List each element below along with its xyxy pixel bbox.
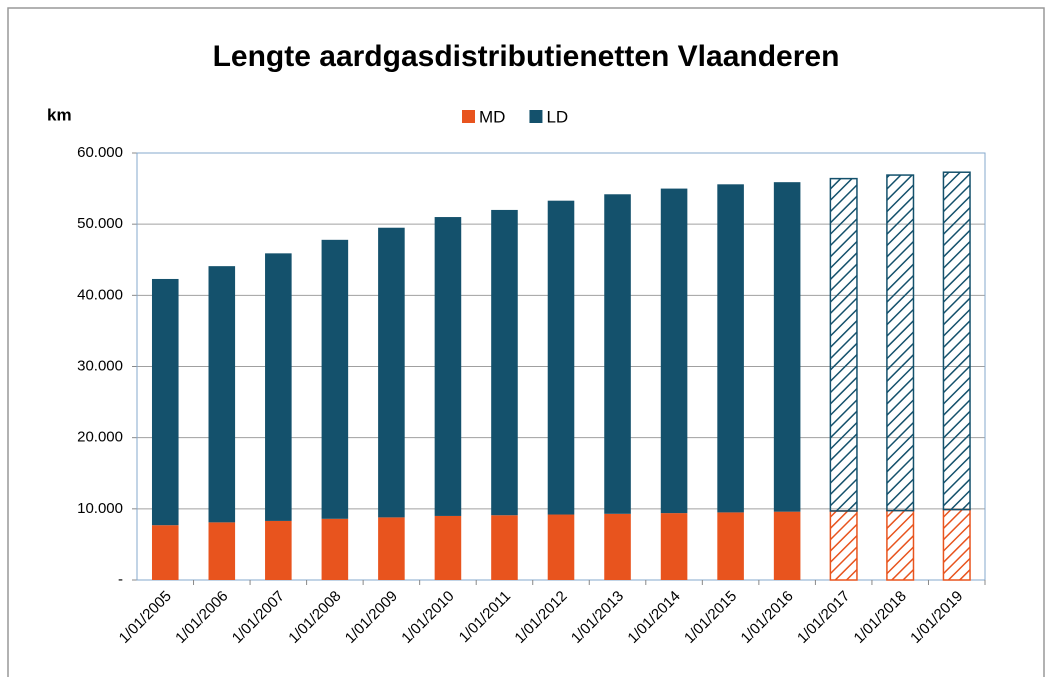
bar bbox=[378, 227, 405, 518]
bar bbox=[717, 184, 744, 513]
bar bbox=[378, 517, 405, 580]
legend-swatch bbox=[462, 110, 475, 123]
y-tick-label: 30.000 bbox=[77, 357, 123, 374]
bar-hatched bbox=[886, 174, 915, 512]
bar bbox=[773, 182, 801, 512]
bar-hatched bbox=[942, 171, 971, 511]
y-tick-label: - bbox=[118, 571, 123, 588]
bar bbox=[321, 518, 349, 580]
y-tick-label: 60.000 bbox=[77, 144, 123, 161]
bar bbox=[717, 512, 744, 580]
bar bbox=[547, 200, 575, 515]
y-tick-label: 20.000 bbox=[77, 429, 123, 446]
bar bbox=[208, 522, 236, 580]
bar bbox=[434, 217, 462, 516]
bar bbox=[265, 520, 292, 580]
y-axis-label: km bbox=[47, 105, 72, 124]
bar-hatched bbox=[829, 177, 858, 512]
legend-label: LD bbox=[546, 107, 568, 126]
bar-hatched bbox=[829, 510, 858, 581]
bar bbox=[434, 515, 462, 580]
bar-hatched bbox=[942, 508, 971, 581]
y-tick-label: 10.000 bbox=[77, 500, 123, 517]
bar bbox=[604, 194, 631, 514]
legend-swatch bbox=[529, 110, 543, 123]
bar bbox=[604, 513, 631, 580]
bar bbox=[491, 209, 518, 516]
bar bbox=[547, 514, 575, 580]
bar bbox=[151, 278, 179, 526]
y-tick-label: 40.000 bbox=[77, 286, 123, 303]
bar-hatched bbox=[886, 509, 915, 581]
bar bbox=[660, 188, 688, 514]
bar bbox=[773, 511, 801, 580]
bar bbox=[208, 266, 236, 523]
chart-frame bbox=[7, 7, 1045, 677]
legend-label: MD bbox=[479, 107, 505, 126]
chart-title: Lengte aardgasdistributienetten Vlaander… bbox=[213, 40, 840, 73]
bar bbox=[660, 513, 688, 580]
bar bbox=[151, 525, 179, 580]
bar bbox=[321, 239, 349, 519]
bar bbox=[265, 253, 292, 521]
y-tick-label: 50.000 bbox=[77, 215, 123, 232]
bar bbox=[491, 515, 518, 580]
